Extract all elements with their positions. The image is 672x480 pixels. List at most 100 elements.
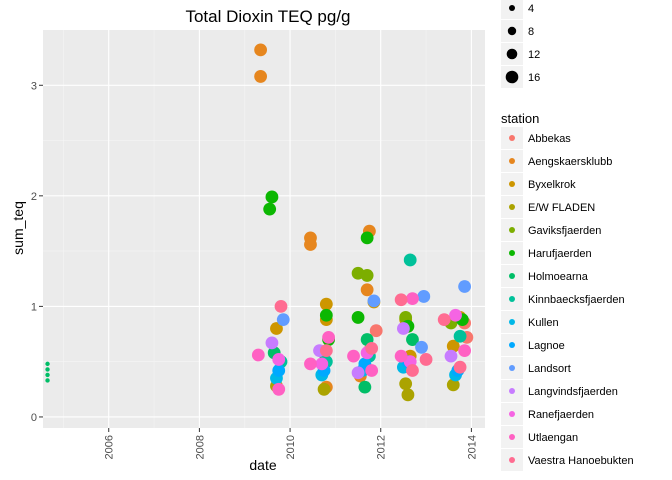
size-legend-marker	[509, 5, 515, 11]
legend-label: Kinnbaecksfjaerden	[528, 294, 625, 306]
data-point	[254, 70, 267, 83]
data-point	[417, 290, 431, 303]
data-point	[367, 294, 381, 308]
color-legend-title: station	[501, 111, 539, 126]
legend-marker	[509, 457, 515, 463]
legend-item: Aengskaersklubb	[501, 150, 612, 172]
data-point	[319, 344, 333, 358]
size-legend-label: 16	[528, 72, 540, 84]
legend-item: E/W FLADEN	[501, 196, 595, 218]
data-point	[347, 349, 360, 363]
data-point	[265, 190, 279, 204]
data-point	[319, 308, 333, 322]
legend-item: Harufjaerden	[501, 242, 592, 264]
plot-panel	[43, 30, 485, 428]
chart-title: Total Dioxin TEQ pg/g	[185, 7, 350, 26]
data-point	[360, 231, 374, 245]
data-point	[394, 349, 408, 363]
data-point	[315, 357, 329, 371]
legend-item: Kullen	[501, 311, 559, 333]
legend-label: Vaestra Hanoebukten	[528, 455, 634, 467]
data-point	[401, 388, 415, 402]
data-point	[272, 364, 286, 377]
legend-label: Harufjaerden	[528, 248, 592, 260]
y-axis-title: sum_teq	[10, 201, 26, 255]
y-tick-label: 3	[31, 80, 37, 92]
data-point	[317, 382, 331, 396]
data-point	[351, 366, 365, 380]
data-point	[446, 378, 460, 392]
data-point	[458, 280, 471, 293]
x-axis-ticks: 2006 2008 2010 2012 2014	[104, 428, 478, 459]
legend-label: Langvindsfjaerden	[528, 386, 618, 398]
data-point	[254, 43, 267, 57]
data-point	[45, 361, 50, 367]
legend-item: Abbekas	[501, 127, 571, 149]
series-vaestra-hanoebukten	[274, 293, 467, 377]
legend-item: Kinnbaecksfjaerden	[501, 288, 625, 310]
legend-label: Holmoearna	[528, 271, 589, 283]
x-tick-label: 2012	[376, 435, 388, 459]
x-tick-label: 2014	[466, 435, 478, 459]
y-tick-label: 1	[31, 301, 37, 313]
data-point	[351, 311, 365, 324]
panel-background	[43, 30, 485, 428]
x-tick-label: 2010	[285, 435, 297, 459]
legend-marker	[509, 250, 515, 256]
legend-label: Abbekas	[528, 133, 571, 145]
legend-marker	[509, 319, 515, 325]
y-axis-ticks: 0 1 2 3	[31, 80, 43, 424]
y-tick-label: 0	[31, 412, 37, 424]
legend-item: Vaestra Hanoebukten	[501, 449, 634, 471]
legend-label: Lagnoe	[528, 340, 565, 352]
data-point	[453, 360, 467, 374]
legend-label: Aengskaersklubb	[528, 156, 612, 168]
legend-item: Langvindsfjaerden	[501, 380, 618, 402]
legend-item: Utlaengan	[501, 426, 578, 448]
color-legend: Abbekas Aengskaersklubb Byxelkrok E/W FLADE…	[501, 127, 634, 471]
data-point	[272, 382, 286, 396]
legend-label: E/W FLADEN	[528, 202, 595, 214]
y-tick-label: 2	[31, 191, 37, 203]
legend-item: Ranefjaerden	[501, 403, 594, 425]
data-point	[446, 339, 460, 353]
data-point	[444, 349, 458, 363]
series-landsort	[276, 280, 471, 354]
data-point	[360, 269, 374, 282]
data-point	[415, 340, 428, 354]
data-point	[276, 313, 290, 327]
data-point	[322, 330, 335, 344]
legend-item: Holmoearna	[501, 265, 589, 287]
data-point	[304, 357, 317, 371]
legend-item: Gaviksfjaerden	[501, 219, 601, 241]
legend-marker	[509, 365, 515, 371]
data-point	[358, 380, 372, 394]
series-utlaengan	[251, 292, 471, 396]
size-legend-label: 12	[528, 49, 540, 61]
size-legend-marker	[505, 70, 519, 84]
series-aengskaersklubb	[254, 43, 376, 394]
data-point	[274, 299, 288, 313]
size-legend-label: 8	[528, 26, 534, 38]
legend-label: Byxelkrok	[528, 179, 576, 191]
data-point	[45, 378, 50, 383]
legend-marker	[509, 158, 515, 164]
data-point	[406, 292, 419, 306]
data-point	[304, 238, 317, 251]
legend-marker	[509, 135, 515, 141]
legend-label: Landsort	[528, 363, 571, 375]
data-point	[399, 377, 413, 391]
data-point	[397, 322, 410, 335]
legend-label: Utlaengan	[528, 432, 578, 444]
data-point	[270, 322, 283, 335]
data-point	[449, 308, 462, 322]
legend-item: Landsort	[501, 357, 571, 379]
legend-label: Ranefjaerden	[528, 409, 594, 421]
x-tick-label: 2008	[194, 435, 206, 459]
data-point	[458, 344, 471, 358]
data-point	[365, 342, 379, 355]
size-legend-marker	[507, 26, 517, 36]
data-point	[45, 372, 50, 378]
legend-marker	[509, 296, 515, 302]
